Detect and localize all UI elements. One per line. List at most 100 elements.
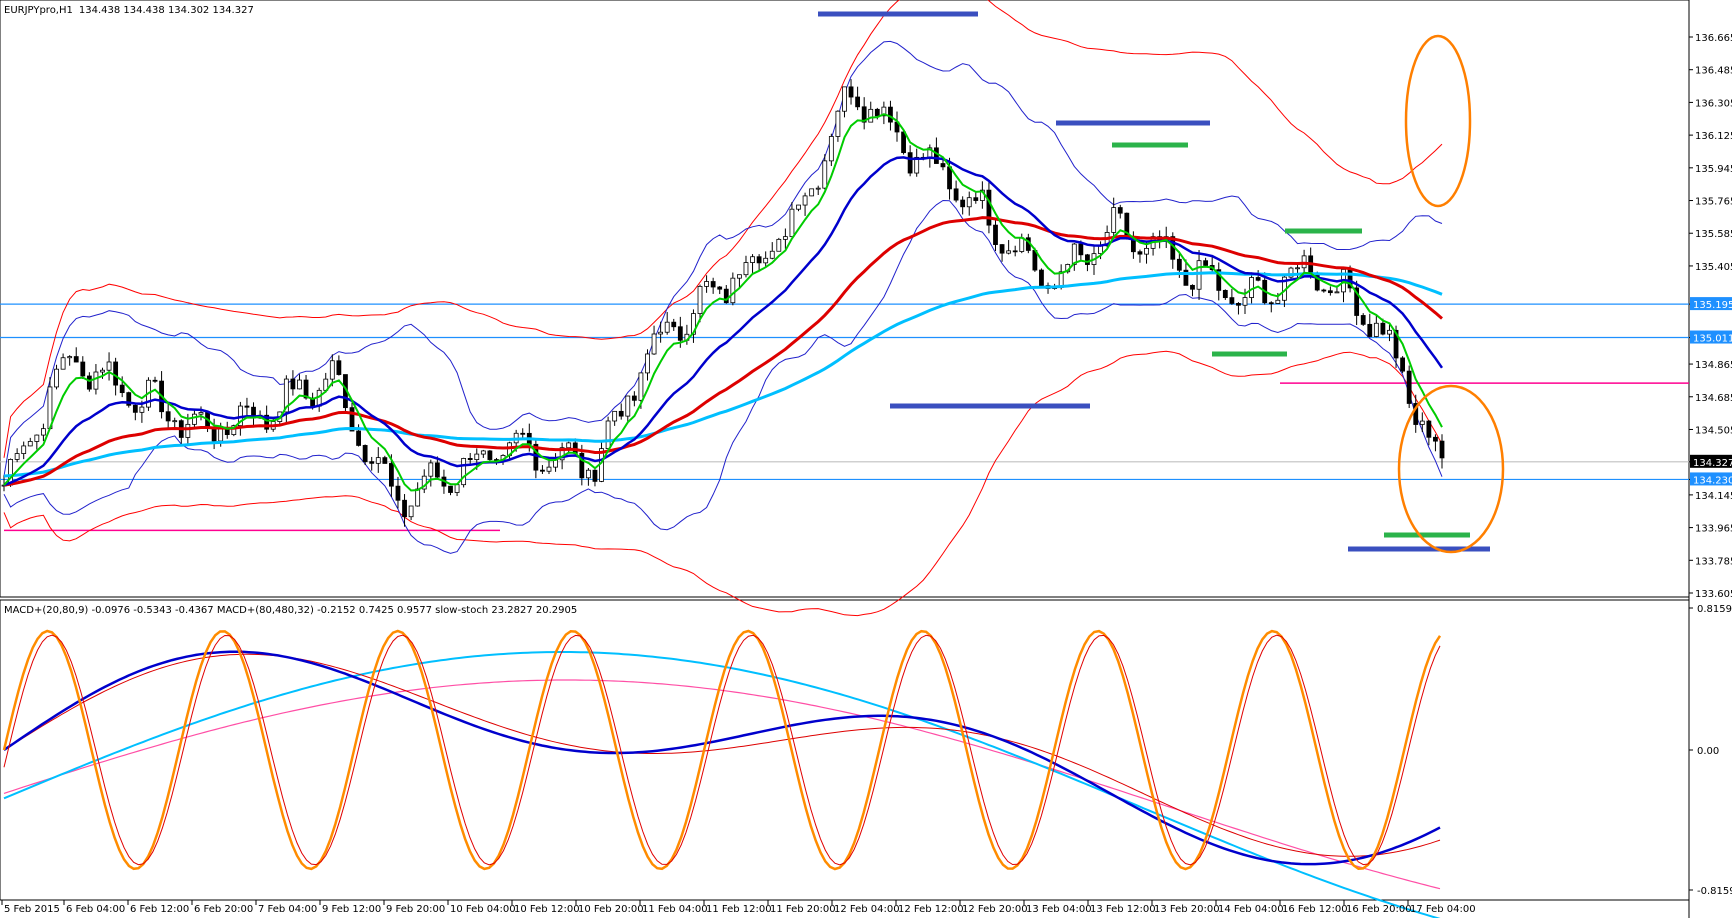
- candle-body: [848, 86, 854, 98]
- candle-body: [986, 189, 992, 226]
- candle-body: [973, 197, 979, 201]
- time-tick-label: 12 Feb 20:00: [962, 904, 1028, 915]
- candle-body: [671, 321, 677, 328]
- time-tick-label: 6 Feb 12:00: [130, 904, 189, 915]
- candle-body: [349, 407, 355, 432]
- candle-body: [802, 195, 808, 206]
- candle-body: [106, 361, 112, 371]
- candle-body: [645, 353, 650, 374]
- candle-body: [1190, 284, 1195, 290]
- price-tick-label: 134.145: [1695, 491, 1732, 502]
- candle-body: [855, 96, 861, 108]
- price-tick-label: 135.945: [1695, 164, 1732, 175]
- price-tick-label: 134.865: [1695, 360, 1732, 371]
- candle-body: [960, 199, 966, 208]
- annotation-ellipse: [1404, 34, 1472, 208]
- ema-slow-line: [3, 216, 1443, 487]
- time-tick-label: 12 Feb 12:00: [898, 904, 964, 915]
- candle-body: [579, 452, 585, 479]
- price-tick-label: 133.965: [1695, 524, 1732, 535]
- time-tick-label: 16 Feb 20:00: [1346, 904, 1412, 915]
- candle-body: [244, 405, 250, 408]
- candle-body: [14, 453, 20, 460]
- time-tick-label: 9 Feb 12:00: [322, 904, 381, 915]
- candle-body: [651, 333, 657, 355]
- candle-body: [290, 378, 296, 390]
- candle-body: [198, 412, 204, 415]
- candle-body: [710, 281, 716, 288]
- price-tick-label: 135.765: [1695, 197, 1732, 208]
- candle-body: [139, 406, 145, 413]
- inner-band-lower: [3, 199, 1443, 554]
- time-tick-label: 13 Feb 20:00: [1154, 904, 1220, 915]
- candle-body: [132, 404, 138, 413]
- price-tick-label: 136.125: [1695, 131, 1732, 142]
- candle-body: [67, 356, 73, 359]
- candle-body: [1071, 243, 1077, 265]
- stoch-main-line: [2, 629, 1442, 871]
- candle-body: [704, 281, 709, 287]
- candle-body: [86, 375, 92, 390]
- indicator-tick-label: -0.8159: [1697, 886, 1732, 897]
- candle-body: [172, 420, 178, 423]
- candle-body: [1039, 269, 1044, 286]
- candle-body: [776, 238, 782, 252]
- time-tick-label: 10 Feb 20:00: [578, 904, 644, 915]
- indicator-tick-label: 0.8159: [1697, 604, 1732, 615]
- candle-body: [1203, 260, 1209, 266]
- candle-body: [1275, 299, 1281, 304]
- candle-body: [1111, 207, 1117, 233]
- candle-body: [152, 379, 158, 382]
- price-tick-label: 134.685: [1695, 393, 1732, 404]
- candle-body: [375, 457, 381, 464]
- candle-body: [421, 475, 427, 490]
- price-tag-label: 134.327: [1693, 458, 1732, 469]
- candle-body: [1216, 269, 1222, 291]
- candle-body: [763, 257, 769, 264]
- macd-slow-line: [3, 651, 1441, 918]
- ema-fast-line: [3, 113, 1443, 492]
- candle-body: [297, 379, 302, 390]
- candle-body: [356, 430, 361, 446]
- time-tick-label: 10 Feb 12:00: [514, 904, 580, 915]
- price-tick-label: 136.305: [1695, 98, 1732, 109]
- candle-body: [1098, 245, 1103, 255]
- candle-body: [947, 166, 952, 190]
- indicator-title: MACD+(20,80,9) -0.0976 -0.5343 -0.4367 M…: [4, 605, 577, 616]
- candle-body: [60, 357, 66, 370]
- candle-body: [389, 463, 394, 487]
- candle-body: [1439, 440, 1445, 459]
- candle-body: [881, 106, 887, 117]
- candle-body: [231, 425, 237, 436]
- candle-body: [303, 379, 309, 399]
- indicator-axis: 0.8159 0.00 -0.8159: [1689, 604, 1732, 897]
- time-tick-label: 6 Feb 20:00: [194, 904, 253, 915]
- candle-body: [743, 262, 749, 276]
- candle-body: [362, 445, 368, 463]
- candle-body: [1367, 323, 1373, 337]
- candle-body: [914, 156, 920, 174]
- candle-body: [750, 256, 755, 263]
- candle-body: [1295, 267, 1300, 270]
- time-tick-label: 13 Feb 04:00: [1026, 904, 1092, 915]
- candle-body: [1433, 436, 1438, 442]
- candle-body: [822, 160, 828, 189]
- ema-mid-line: [3, 156, 1444, 487]
- price-tick-label: 133.785: [1695, 556, 1732, 567]
- time-tick-label: 16 Feb 12:00: [1282, 904, 1348, 915]
- candle-body: [1222, 289, 1228, 299]
- candle-body: [1183, 269, 1189, 286]
- ema-long-line: [3, 271, 1443, 478]
- candle-body: [1196, 260, 1202, 290]
- candle-body: [1085, 254, 1090, 265]
- candle-body: [283, 378, 289, 413]
- candle-body: [467, 458, 473, 461]
- candle-body: [336, 360, 342, 375]
- candle-body: [1144, 247, 1149, 255]
- time-tick-label: 11 Feb 04:00: [642, 904, 708, 915]
- candle-body: [1393, 329, 1399, 359]
- candle-body: [638, 372, 644, 401]
- candle-body: [605, 420, 611, 450]
- candle-body: [697, 285, 703, 314]
